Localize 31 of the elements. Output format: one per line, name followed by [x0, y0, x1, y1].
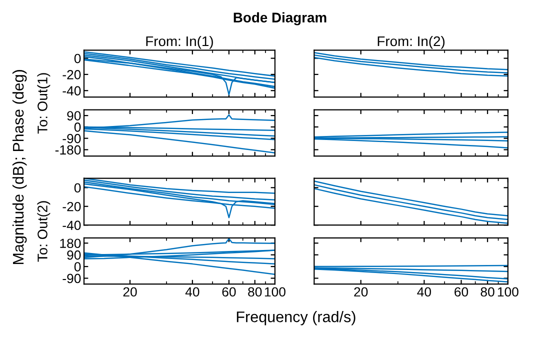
x-tick-label: 60 — [222, 287, 236, 297]
chart-subtitle: From: In(2) — [378, 36, 445, 49]
y-tick-label: 0 — [74, 262, 81, 272]
y-tick-label: 0 — [74, 122, 81, 132]
x-tick-label: 100 — [264, 287, 286, 297]
y-axis-title: To: Out(1) — [37, 73, 50, 134]
y-tick-label: -90 — [62, 134, 81, 144]
x-tick-label: 40 — [417, 287, 432, 297]
x-tick-label: 40 — [185, 287, 200, 297]
x-tick-label: 20 — [123, 287, 137, 297]
y-tick-label: -20 — [62, 70, 81, 80]
x-tick-label: 20 — [354, 287, 368, 297]
y-tick-label: -40 — [62, 220, 81, 230]
y-axis-title: To: Out(2) — [37, 201, 50, 262]
y-tick-label: -180 — [55, 145, 81, 155]
y-tick-label: 0 — [74, 54, 81, 64]
x-tick-label: 80 — [480, 287, 494, 297]
y-tick-label: 180 — [60, 238, 81, 248]
chart-title: Bode Diagram — [234, 12, 326, 26]
y-tick-label: 90 — [67, 111, 81, 120]
y-tick-label: -40 — [62, 86, 81, 96]
x-tick-label: 80 — [248, 287, 262, 297]
y-tick-label: -20 — [62, 202, 81, 212]
x-tick-label: 100 — [498, 287, 518, 297]
y-tick-label: 0 — [74, 183, 81, 193]
y-tick-label: -90 — [62, 274, 81, 284]
x-tick-label: 60 — [454, 287, 468, 297]
chart-subtitle: From: In(1) — [146, 36, 213, 49]
y-tick-label: 90 — [67, 250, 81, 260]
text: Magnitude (dB); Phase (deg) — [12, 70, 27, 264]
x-axis-title: Frequency (rad/s) — [236, 311, 356, 326]
